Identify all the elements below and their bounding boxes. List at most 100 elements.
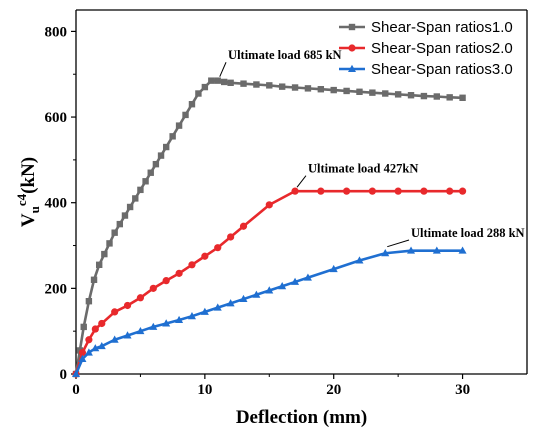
data-point bbox=[137, 186, 144, 194]
data-point bbox=[214, 77, 221, 84]
annotations: Ultimate load 685 kN Ultimate load 427kN U… bbox=[219, 48, 525, 248]
data-point bbox=[446, 94, 453, 101]
annotation-label: Ultimate load 427kN bbox=[308, 162, 418, 176]
data-point bbox=[265, 201, 273, 209]
series-3 bbox=[72, 246, 467, 377]
data-point bbox=[157, 152, 165, 159]
plot-frame bbox=[75, 9, 528, 375]
data-point bbox=[98, 319, 106, 328]
data-point bbox=[266, 82, 273, 89]
data-point bbox=[123, 301, 132, 310]
data-point bbox=[95, 261, 103, 268]
data-point bbox=[220, 78, 228, 86]
data-point bbox=[240, 80, 247, 87]
data-point bbox=[78, 354, 87, 363]
data-point bbox=[149, 284, 157, 292]
data-point bbox=[407, 92, 415, 99]
x-tick-label: 20 bbox=[326, 382, 341, 398]
data-point bbox=[432, 246, 441, 254]
data-point bbox=[123, 331, 132, 339]
data-point bbox=[304, 85, 312, 92]
data-point bbox=[163, 143, 170, 151]
series-line bbox=[74, 189, 463, 375]
legend-item: Shear-Span ratios3.0 bbox=[339, 61, 513, 78]
data-point bbox=[278, 83, 286, 90]
data-point bbox=[252, 290, 261, 298]
series-2 bbox=[72, 187, 467, 378]
data-point bbox=[317, 187, 325, 195]
ultimate-load-annotation: Ultimate load 427kN bbox=[296, 162, 418, 188]
data-point bbox=[382, 90, 389, 97]
data-point bbox=[175, 315, 184, 324]
data-point bbox=[433, 93, 440, 100]
data-point bbox=[317, 86, 325, 93]
annotation-label: Ultimate load 685 kN bbox=[228, 48, 342, 62]
annotation-leader-line bbox=[296, 175, 307, 188]
series-line bbox=[74, 79, 463, 375]
data-point bbox=[381, 249, 390, 257]
data-point bbox=[214, 244, 222, 252]
data-point bbox=[213, 303, 222, 311]
data-point bbox=[407, 246, 416, 254]
annotation-leader-line bbox=[387, 239, 410, 248]
data-point bbox=[101, 250, 108, 258]
data-point bbox=[420, 187, 428, 195]
data-point bbox=[265, 286, 274, 294]
data-point bbox=[175, 269, 183, 277]
data-point bbox=[420, 92, 428, 100]
legend-label: Shear-Span ratios3.0 bbox=[371, 61, 513, 78]
legend-label: Shear-Span ratios2.0 bbox=[371, 40, 513, 57]
data-point bbox=[201, 83, 209, 91]
data-point bbox=[85, 336, 93, 344]
data-point bbox=[121, 212, 129, 219]
y-axis-title-sup: c4 bbox=[14, 193, 29, 206]
data-point bbox=[278, 282, 287, 290]
data-point bbox=[291, 277, 300, 285]
data-point bbox=[329, 264, 338, 273]
y-tick-label: 0 bbox=[60, 367, 68, 383]
data-point bbox=[446, 187, 454, 195]
data-point bbox=[356, 88, 363, 95]
data-point bbox=[147, 169, 154, 176]
data-point bbox=[90, 276, 98, 283]
y-axis-title: Vuc4(kN) bbox=[14, 157, 42, 227]
data-point bbox=[369, 89, 376, 96]
data-point bbox=[355, 256, 364, 264]
annotation-leader-line bbox=[219, 62, 227, 77]
data-point bbox=[208, 77, 215, 84]
data-point bbox=[162, 277, 170, 285]
data-point bbox=[72, 369, 80, 377]
ultimate-load-annotation: Ultimate load 288 kN bbox=[387, 226, 525, 248]
data-point bbox=[188, 101, 196, 108]
data-point bbox=[368, 187, 376, 195]
data-point bbox=[136, 294, 145, 302]
data-point bbox=[195, 90, 202, 97]
data-point bbox=[162, 319, 171, 327]
y-axis-title-main: V bbox=[18, 213, 39, 227]
x-tick-label: 10 bbox=[197, 382, 212, 398]
data-point bbox=[132, 195, 139, 202]
data-point bbox=[152, 160, 160, 168]
x-axis-title: Deflection (mm) bbox=[236, 407, 367, 428]
legend-marker bbox=[348, 23, 356, 31]
data-point bbox=[142, 178, 149, 185]
data-point bbox=[394, 91, 402, 98]
data-point bbox=[394, 187, 402, 195]
data-point bbox=[175, 122, 183, 129]
data-point bbox=[187, 311, 196, 320]
data-point bbox=[343, 87, 350, 95]
data-point bbox=[330, 86, 337, 94]
y-axis-title-unit: (kN) bbox=[18, 157, 39, 194]
legend-item: Shear-Span ratios1.0 bbox=[339, 19, 513, 36]
data-point bbox=[149, 322, 158, 330]
legend-marker bbox=[348, 64, 356, 72]
axis-ticks: 0 10 20 30 0 200 400 600 800 bbox=[45, 24, 471, 398]
data-point bbox=[85, 298, 93, 305]
data-point bbox=[169, 133, 176, 140]
data-point bbox=[200, 307, 209, 315]
data-point bbox=[111, 308, 119, 316]
data-point bbox=[84, 348, 93, 356]
y-tick-label: 200 bbox=[45, 281, 68, 297]
data-point bbox=[303, 273, 312, 281]
